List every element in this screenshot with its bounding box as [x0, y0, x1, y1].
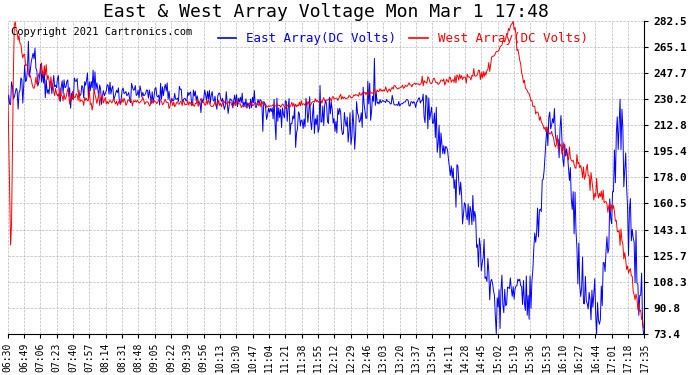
East Array(DC Volts) [24, 39, 32, 44]
West Array(DC Volts) [570, 162, 578, 167]
West Array(DC Volts) [474, 68, 482, 72]
East Array(DC Volts) [492, 332, 500, 336]
East Array(DC Volts) [571, 190, 579, 195]
Line: East Array(DC Volts): East Array(DC Volts) [8, 41, 644, 334]
West Array(DC Volts) [509, 19, 518, 23]
Title: East & West Array Voltage Mon Mar 1 17:48: East & West Array Voltage Mon Mar 1 17:4… [104, 3, 549, 21]
Legend: East Array(DC Volts), West Array(DC Volts): East Array(DC Volts), West Array(DC Volt… [213, 27, 593, 50]
West Array(DC Volts) [132, 100, 140, 104]
West Array(DC Volts) [593, 191, 602, 195]
Text: Copyright 2021 Cartronics.com: Copyright 2021 Cartronics.com [11, 27, 193, 37]
East Array(DC Volts) [3, 99, 12, 104]
East Array(DC Volts) [594, 318, 602, 323]
East Array(DC Volts) [497, 273, 506, 278]
Line: West Array(DC Volts): West Array(DC Volts) [8, 21, 644, 328]
West Array(DC Volts) [640, 326, 649, 330]
West Array(DC Volts) [496, 45, 504, 49]
West Array(DC Volts) [3, 83, 12, 88]
West Array(DC Volts) [528, 98, 536, 103]
East Array(DC Volts) [133, 93, 141, 97]
East Array(DC Volts) [529, 268, 537, 272]
East Array(DC Volts) [640, 329, 649, 333]
East Array(DC Volts) [475, 236, 484, 240]
